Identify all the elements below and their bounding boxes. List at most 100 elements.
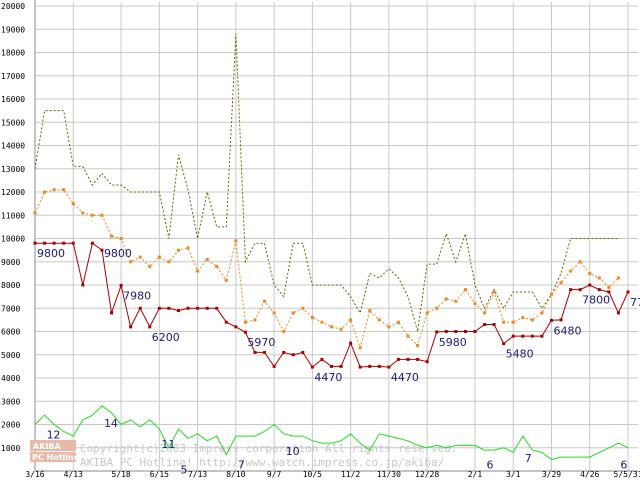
y-tick-label: 6000	[1, 328, 20, 337]
x-tick-label: 5/18	[111, 470, 130, 479]
watermark-badge-bottom-text: PC Hotline	[32, 453, 80, 462]
data-label: 7700	[630, 296, 640, 309]
series-1-point	[205, 257, 209, 261]
series-2-point	[463, 330, 467, 333]
series-1-point	[339, 327, 343, 331]
series-1-point	[607, 285, 611, 289]
y-tick-label: 20000	[1, 2, 25, 11]
series-2-point	[559, 318, 563, 322]
x-tick-label: 4/26	[580, 470, 599, 479]
y-tick-label: 11000	[1, 211, 25, 220]
series-1-point	[511, 320, 515, 324]
x-tick-label: 11/2	[341, 470, 360, 479]
series-1-point	[454, 299, 458, 303]
series-1-point	[52, 188, 56, 192]
y-tick-label: 2000	[1, 421, 20, 430]
series-2-point	[540, 334, 544, 338]
series-2-point	[588, 283, 592, 287]
y-tick-label: 4000	[1, 374, 20, 383]
data-label: 7	[525, 452, 532, 465]
series-2-point	[492, 323, 496, 327]
series-2-point	[301, 350, 305, 354]
series-1-point	[463, 288, 467, 292]
series-2-point	[521, 334, 525, 338]
x-tick-label: 3/16	[25, 470, 44, 479]
series-1-point	[425, 311, 429, 315]
data-label: 4470	[391, 371, 419, 384]
series-1-point	[253, 318, 257, 322]
series-1-point	[167, 260, 171, 264]
series-1-point	[234, 239, 238, 243]
series-1-point	[263, 299, 267, 303]
x-tick-label: 7/13	[188, 470, 207, 479]
series-2-point	[110, 311, 114, 315]
y-tick-label: 16000	[1, 95, 25, 104]
series-2-point	[119, 283, 123, 287]
series-2-point	[502, 342, 506, 346]
series-1-point	[588, 271, 592, 275]
series-1-point	[578, 260, 582, 264]
series-2-point	[616, 311, 620, 315]
series-1-point	[81, 211, 85, 215]
series-2-point	[234, 325, 238, 329]
y-tick-label: 3000	[1, 397, 20, 406]
series-2-point	[33, 241, 37, 245]
series-1-point	[62, 188, 66, 192]
series-1-point	[186, 246, 190, 250]
data-label: 5980	[439, 336, 467, 349]
series-1-point	[110, 234, 114, 238]
data-label: 11	[161, 438, 175, 451]
series-2-point	[406, 357, 410, 361]
series-1-point	[435, 306, 439, 310]
series-2-point	[263, 350, 267, 354]
series-2-point	[549, 318, 553, 322]
series-2-point	[215, 306, 219, 310]
series-2-point	[291, 353, 295, 357]
annotations: 9800 9800 7980 6200 5970 4470 4470 5980 5480 6480…	[37, 247, 640, 476]
series-2-point	[339, 364, 343, 368]
x-axis-ticks: 3/16 4/13 5/18 6/15 7/13 8/10 9/7 10/5 11/2 11/30…	[25, 470, 640, 479]
series-group	[33, 33, 630, 460]
series-2-point	[272, 364, 276, 368]
y-tick-label: 19000	[1, 25, 25, 34]
y-tick-label: 8000	[1, 281, 20, 290]
x-tick-label: 9/7	[267, 470, 282, 479]
series-2-point	[62, 241, 66, 245]
series-2-point	[196, 306, 200, 310]
series-1-point	[282, 330, 286, 333]
series-1-point	[396, 320, 400, 324]
y-tick-label: 1000	[1, 444, 20, 453]
series-2	[33, 241, 630, 369]
series-1-point	[291, 311, 295, 315]
series-0-line	[34, 33, 619, 332]
series-2-point	[71, 241, 75, 245]
watermark-badge-top-text: AKIBA	[33, 442, 61, 451]
series-1-point	[368, 309, 372, 313]
series-1-point	[349, 318, 353, 322]
series-2-point	[511, 334, 515, 338]
series-1-point	[492, 290, 496, 294]
data-label: 6480	[553, 324, 581, 337]
data-label: 6	[620, 459, 627, 472]
series-1-point	[549, 292, 553, 296]
series-2-point	[607, 290, 611, 294]
series-2-point	[626, 290, 630, 294]
watermark-badge-top	[30, 440, 76, 451]
y-tick-label: 7000	[1, 304, 20, 313]
series-2-point	[310, 365, 314, 369]
series-1-point	[320, 320, 324, 324]
series-2-point	[396, 357, 400, 361]
series-1-point	[416, 343, 420, 347]
x-tick-label: 12/28	[415, 470, 439, 479]
data-label: 10	[286, 445, 300, 458]
data-label: 7800	[582, 294, 610, 307]
series-1-point	[502, 320, 506, 324]
series-1-point	[616, 276, 620, 280]
series-2-point	[530, 334, 534, 338]
series-1-point	[377, 318, 381, 322]
series-1-point	[559, 281, 563, 285]
series-1-point	[148, 264, 152, 268]
series-2-point	[282, 350, 286, 354]
series-1-point	[33, 211, 37, 215]
series-2-point	[205, 306, 209, 310]
